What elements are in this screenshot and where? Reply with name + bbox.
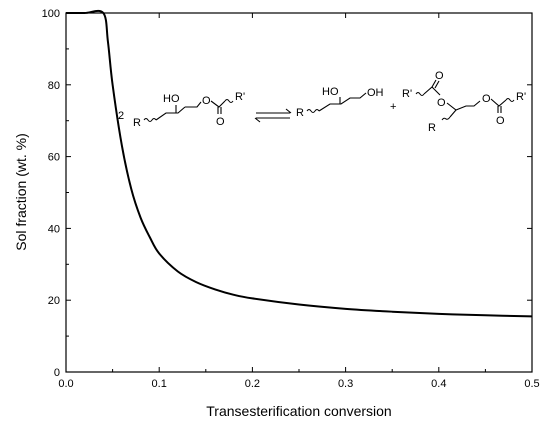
x-tick-label: 0.5 — [524, 378, 539, 390]
reactant-r-label: R — [133, 117, 141, 129]
x-axis-title: Transesterification conversion — [206, 403, 391, 419]
plot-area — [65, 12, 533, 373]
diester-rprime-top-label: R' — [402, 88, 412, 100]
reactant-carbonyl-bond — [217, 107, 222, 114]
y-tick-label: 40 — [48, 223, 60, 235]
diester-backbone — [446, 100, 481, 111]
diester-top-carbonyl — [423, 79, 440, 95]
equilibrium-arrow — [254, 108, 292, 123]
reactant-wavy-bond — [143, 118, 157, 122]
diol-wavy-bond — [306, 109, 320, 113]
plot-frame — [65, 12, 533, 373]
y-tick-label: 80 — [48, 80, 60, 92]
x-tick-label: 0.1 — [152, 378, 167, 390]
product-diester-molecule: R' O O R O O R' — [402, 70, 526, 134]
series-line — [65, 9, 533, 318]
y-axis-ticks: 0 20 40 60 80 100 — [42, 8, 532, 379]
x-tick-label: 0.4 — [431, 378, 446, 390]
diester-rprime-right-wavy — [505, 98, 515, 102]
reactant-rprime-label: R' — [235, 91, 245, 103]
diester-rprime-top-wavy — [415, 92, 425, 96]
diester-r-wavy — [441, 116, 451, 121]
reaction-scheme: 2 R HO O O R' R HO OH — [118, 70, 526, 134]
diol-oh-label: OH — [367, 87, 384, 99]
y-tick-label: 60 — [48, 152, 60, 164]
scheme-coefficient: 2 — [118, 110, 124, 122]
diol-r-label: R — [296, 107, 304, 119]
reactant-ester-bond-1 — [185, 101, 202, 108]
x-tick-label: 0.2 — [245, 378, 260, 390]
reactant-carbonyl-o-label: O — [216, 116, 225, 128]
reactant-backbone — [155, 106, 186, 121]
x-axis-ticks: 0.0 0.1 0.2 0.3 0.4 0.5 — [58, 13, 540, 390]
diol-ho-label: HO — [322, 86, 339, 98]
diester-right-ester-o-label: O — [482, 93, 491, 105]
y-axis-title: Sol fraction (wt. %) — [13, 133, 29, 250]
reactant-ester-bond-2 — [210, 100, 226, 108]
series-layer — [65, 9, 533, 318]
y-tick-label: 20 — [48, 295, 60, 307]
scheme-plus: + — [390, 101, 396, 113]
reactant-molecule: 2 R HO O O R' — [118, 91, 245, 129]
y-tick-label: 100 — [42, 8, 60, 20]
diol-backbone — [318, 92, 367, 112]
diester-right-carbonyl-o-label: O — [496, 115, 505, 127]
reactant-ester-o-label: O — [202, 95, 211, 107]
diester-right-ester-bond — [490, 98, 507, 107]
x-tick-label: 0.0 — [58, 378, 73, 390]
reactant-rprime-wavy — [224, 99, 234, 103]
product-diol-molecule: R HO OH — [296, 86, 384, 119]
y-tick-label: 0 — [54, 367, 60, 379]
diester-r-branch — [449, 109, 457, 118]
diester-top-carbonyl-o-label: O — [435, 70, 444, 82]
diester-top-ester-bond — [431, 86, 441, 96]
diester-top-ester-o-label: O — [437, 97, 446, 109]
x-tick-label: 0.3 — [338, 378, 353, 390]
diester-rprime-right-label: R' — [516, 91, 526, 103]
diester-r-label: R — [428, 122, 436, 134]
reactant-ho-label: HO — [163, 93, 180, 105]
diester-right-carbonyl — [497, 106, 502, 113]
